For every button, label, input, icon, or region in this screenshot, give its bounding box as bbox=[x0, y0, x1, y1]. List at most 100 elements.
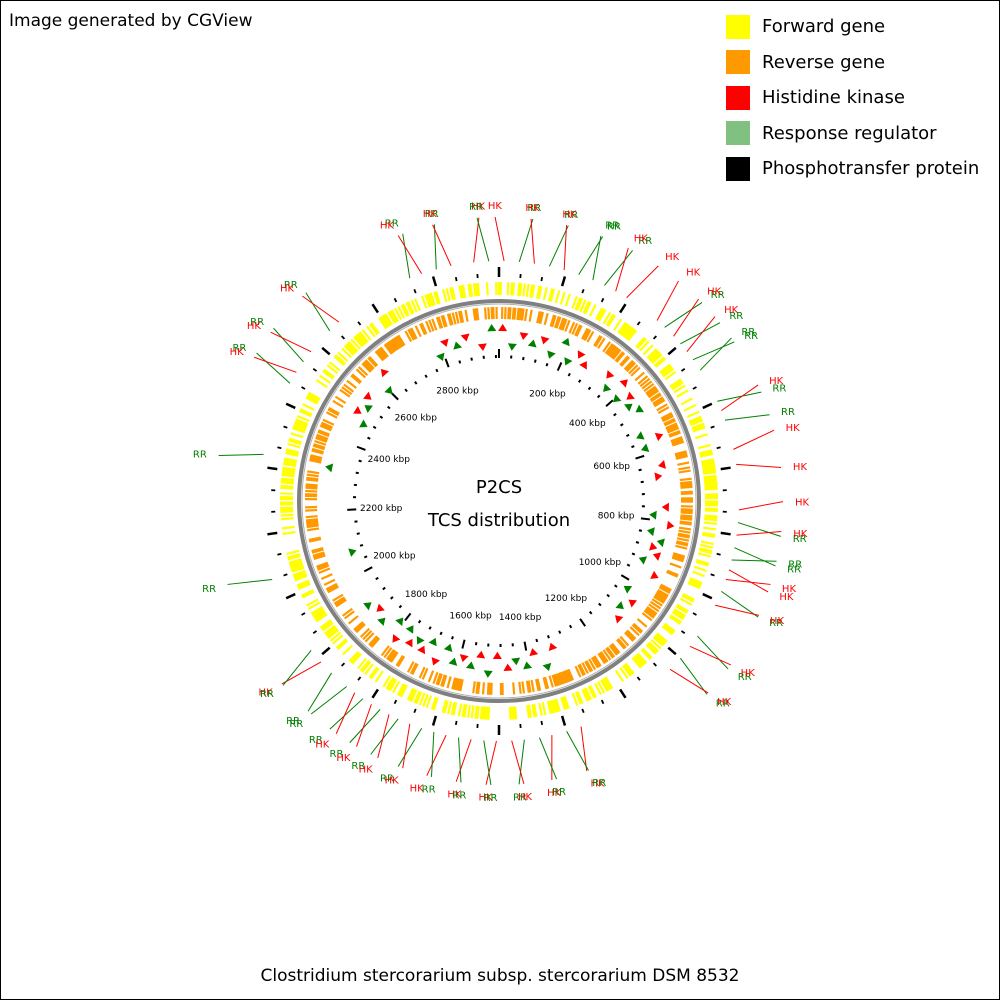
reverse-gene bbox=[647, 388, 659, 397]
reverse-gene bbox=[584, 660, 592, 673]
hk-label: HK bbox=[769, 376, 784, 387]
forward-gene bbox=[283, 460, 297, 466]
outer-dash bbox=[267, 466, 278, 471]
reverse-gene bbox=[561, 671, 568, 684]
forward-gene bbox=[508, 706, 512, 720]
outer-dash bbox=[716, 552, 721, 556]
hk-leader-line bbox=[736, 463, 782, 468]
reverse-gene bbox=[378, 347, 388, 359]
scale-tick bbox=[638, 468, 642, 472]
hk-marker bbox=[626, 391, 635, 400]
reverse-gene bbox=[602, 649, 612, 661]
reverse-gene bbox=[680, 517, 693, 521]
scale-tick-label: 1600 kbp bbox=[449, 612, 492, 622]
reverse-gene bbox=[377, 348, 387, 360]
hk-label: HK bbox=[471, 202, 486, 213]
reverse-gene bbox=[308, 536, 321, 542]
scale-tick bbox=[545, 362, 549, 367]
forward-gene bbox=[381, 315, 391, 328]
hk-leader-line bbox=[580, 726, 588, 772]
hk-leader-line bbox=[455, 739, 472, 782]
rr-label: RR bbox=[788, 560, 802, 571]
scale-tick bbox=[523, 641, 528, 651]
hk-label: HK bbox=[634, 233, 649, 244]
reverse-gene bbox=[614, 351, 624, 362]
forward-gene bbox=[647, 349, 659, 361]
scale-tick bbox=[363, 555, 368, 559]
hk-marker bbox=[579, 361, 587, 370]
reverse-gene bbox=[653, 595, 665, 604]
hk-marker bbox=[477, 343, 487, 352]
hk-marker bbox=[652, 552, 662, 561]
forward-gene bbox=[301, 589, 314, 597]
scale-tick bbox=[356, 532, 360, 535]
hk-leader-line bbox=[686, 316, 716, 352]
reverse-gene bbox=[644, 608, 656, 618]
forward-gene bbox=[289, 561, 303, 568]
reverse-gene bbox=[427, 670, 435, 683]
reverse-gene bbox=[652, 396, 664, 405]
reverse-gene bbox=[306, 473, 319, 478]
rr-leader-line bbox=[256, 352, 291, 384]
forward-gene bbox=[280, 484, 294, 488]
reverse-gene bbox=[464, 309, 469, 322]
reverse-gene bbox=[488, 682, 492, 695]
forward-gene bbox=[369, 323, 379, 336]
forward-gene bbox=[613, 318, 623, 331]
forward-gene bbox=[589, 685, 598, 698]
forward-gene bbox=[307, 393, 320, 402]
rr-leader-line bbox=[310, 686, 347, 715]
forward-gene bbox=[660, 364, 672, 375]
forward-gene bbox=[596, 308, 605, 321]
hk-leader-line bbox=[721, 384, 759, 412]
forward-gene bbox=[452, 702, 458, 716]
forward-gene bbox=[282, 466, 296, 471]
reverse-gene bbox=[355, 368, 367, 379]
reverse-gene bbox=[530, 679, 535, 693]
scale-tick-label: 2000 kbp bbox=[373, 552, 416, 562]
rr-marker bbox=[542, 662, 552, 672]
forward-gene bbox=[646, 348, 658, 359]
reverse-gene bbox=[544, 676, 550, 689]
reverse-gene bbox=[590, 656, 599, 669]
legend-swatch-forward bbox=[726, 14, 750, 39]
reverse-gene bbox=[442, 314, 448, 328]
forward-gene bbox=[292, 425, 306, 432]
scale-tick bbox=[404, 388, 408, 393]
forward-gene bbox=[390, 309, 400, 322]
forward-gene bbox=[466, 704, 471, 718]
hk-label: HK bbox=[230, 347, 245, 358]
reverse-gene bbox=[639, 377, 651, 388]
reverse-gene bbox=[535, 678, 540, 692]
forward-gene bbox=[306, 394, 319, 404]
reverse-gene bbox=[481, 682, 486, 695]
forward-gene bbox=[285, 450, 299, 456]
forward-gene bbox=[387, 678, 396, 691]
forward-gene bbox=[312, 609, 325, 618]
reverse-gene bbox=[311, 449, 324, 455]
reverse-gene bbox=[675, 541, 689, 547]
forward-gene bbox=[315, 613, 328, 623]
scale-tick bbox=[635, 541, 640, 544]
forward-gene bbox=[689, 577, 703, 585]
reverse-gene bbox=[680, 484, 693, 488]
rr-leader-line bbox=[397, 727, 423, 767]
forward-gene bbox=[294, 420, 308, 427]
reverse-gene bbox=[508, 307, 512, 320]
reverse-gene bbox=[664, 419, 676, 427]
reverse-gene bbox=[564, 319, 571, 332]
legend-swatch-phosphotransfer bbox=[726, 156, 750, 181]
forward-gene bbox=[321, 622, 334, 632]
reverse-gene bbox=[577, 664, 585, 677]
forward-gene bbox=[682, 593, 695, 601]
forward-gene bbox=[531, 704, 536, 718]
rr-marker bbox=[348, 548, 357, 557]
rr-marker bbox=[527, 339, 537, 348]
forward-gene bbox=[280, 517, 294, 521]
rr-marker bbox=[649, 510, 657, 520]
forward-gene bbox=[350, 652, 361, 664]
reverse-gene bbox=[646, 386, 658, 396]
reverse-gene bbox=[551, 315, 557, 328]
reverse-gene bbox=[334, 395, 347, 405]
reverse-gene bbox=[474, 308, 478, 321]
